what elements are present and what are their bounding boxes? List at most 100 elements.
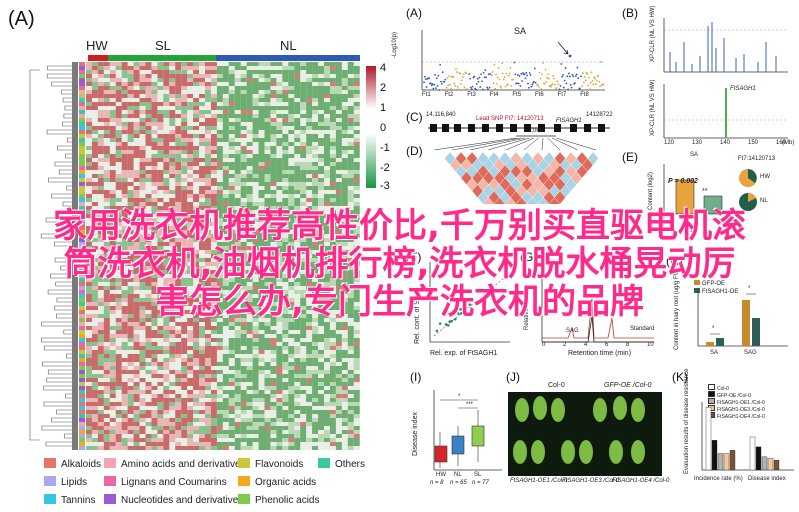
heatmap-cell [133,154,140,158]
heatmap-cell [210,182,217,186]
heatmap-cell [252,358,259,362]
heatmap-cell [187,422,194,426]
heatmap-cell [163,322,170,326]
heatmap-cell [103,226,110,230]
heatmap-cell [353,170,360,174]
heatmap-cell [97,234,104,238]
heatmap-cell [187,66,194,70]
heatmap-cell [86,258,92,262]
heatmap-cell [282,122,289,126]
heatmap-cell [234,322,241,326]
heatmap-cell [193,178,200,182]
class-strip-cell [79,110,85,114]
heatmap-cell [324,78,330,82]
heatmap-cell [347,406,354,410]
heatmap-cell [324,162,330,166]
panel-g-plot [541,262,654,343]
manhattan-xticks: Ft1 Ft2 Ft3 Ft4 Ft5 Ft6 Ft7 Ft8 [422,92,605,100]
heatmap-cell [205,410,211,414]
manhattan-point [550,84,553,87]
heatmap-cell [133,430,140,434]
colorbar-tick: -1 [380,142,390,154]
manhattan-point [528,72,531,74]
heatmap-cell [181,430,188,434]
heatmap-cell [151,254,158,258]
heatmap-cell [103,206,110,210]
heatmap-cell [210,146,217,150]
heatmap-cell [210,346,217,350]
heatmap-cell [353,394,360,398]
heatmap-cell [133,366,140,370]
heatmap-cell [258,114,265,118]
heatmap-cell [258,422,265,426]
heatmap-cell [187,234,194,238]
heatmap-cell [205,358,211,362]
heatmap-cell [175,222,182,226]
panel-k-legend-item: GFP-OE /Col-0 [708,391,751,399]
heatmap-cell [157,362,164,366]
heatmap-cell [103,114,110,118]
heatmap-cell [312,378,319,382]
heatmap-cell [335,414,342,418]
ld-link [505,137,535,150]
heatmap-cell [252,398,259,402]
heatmap-cell [169,154,176,158]
heatmap-cell [228,246,235,250]
heatmap-cell [222,402,229,406]
heatmap-cell [181,338,188,342]
dendrogram-branch [47,65,72,71]
heatmap-cell [282,74,289,78]
heatmap-cell [86,118,92,122]
heatmap-cell [133,410,140,414]
heatmap-cell [133,70,140,74]
heatmap-cell [121,214,128,218]
heatmap-cell [97,326,104,330]
heatmap-cell [258,170,265,174]
heatmap-cell [181,70,188,74]
heatmap-cell [234,390,241,394]
manhattan-point [475,83,478,85]
heatmap-cell [318,314,324,318]
heatmap-cell [347,438,354,442]
heatmap-cell [175,346,182,350]
heatmap-cell [181,138,188,142]
heatmap-cell [347,182,354,186]
heatmap-cell [288,242,295,246]
heatmap-cell [91,202,98,206]
heatmap-cell [205,382,211,386]
heatmap-cell [139,438,146,442]
heatmap-cell [169,82,176,86]
heatmap-cell [145,382,152,386]
heatmap-cell [312,98,319,102]
heatmap-cell [91,258,98,262]
dendrogram-branch [54,305,72,311]
heatmap-cell [335,290,342,294]
heatmap-cell [300,366,307,370]
heatmap-cell [210,350,217,354]
heatmap-cell [199,354,205,358]
box-hw-i [434,445,448,463]
heatmap-cell [288,218,295,222]
heatmap-cell [163,154,170,158]
heatmap-cell [210,70,217,74]
heatmap-cell [86,210,92,214]
heatmap-cell [151,218,158,222]
heatmap-cell [145,218,152,222]
heatmap-cell [181,322,188,326]
heatmap-cell [288,398,295,402]
heatmap-cell [187,214,194,218]
heatmap-cell [246,118,253,122]
heatmap-cell [210,234,217,238]
heatmap-cell [103,134,110,138]
heatmap-cell [133,114,140,118]
heatmap-cell [353,142,360,146]
heatmap-cell [318,170,324,174]
heatmap-cell [306,234,313,238]
heatmap-cell [181,82,188,86]
manhattan-xtick: Ft5 [512,92,522,98]
heatmap-cell [205,250,211,254]
heatmap-cell [86,154,92,158]
heatmap-cell [270,206,277,210]
heatmap-cell [276,350,283,354]
heatmap-cell [252,250,259,254]
